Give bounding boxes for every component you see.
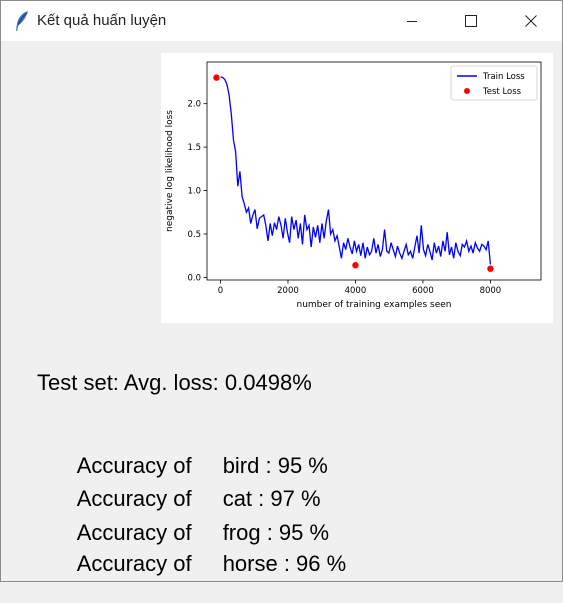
window-title: Kết quả huấn luyện xyxy=(37,12,167,29)
x-tick-label: 2000 xyxy=(277,286,299,296)
x-tick-label: 0 xyxy=(218,286,223,296)
test-loss-point xyxy=(352,262,359,269)
accuracy-row-frog: Accuracy of frog : 95 % xyxy=(40,494,329,572)
title-bar[interactable]: Kết quả huấn luyện xyxy=(1,1,562,41)
accuracy-label: Accuracy of xyxy=(76,520,192,545)
maximize-button[interactable] xyxy=(448,1,494,41)
feather-icon xyxy=(13,10,31,32)
accuracy-value: cat : 97 % xyxy=(222,486,321,511)
y-tick-label: 2.0 xyxy=(187,100,201,110)
loss-chart-svg: 0 2000 4000 6000 8000 0.0 0.5 1.0 1.5 2.0 number o… xyxy=(165,61,542,310)
x-tick-label: 6000 xyxy=(412,286,434,296)
loss-chart: 0 2000 4000 6000 8000 0.0 0.5 1.0 1.5 2.0 number o… xyxy=(161,53,553,323)
x-tick-label: 8000 xyxy=(480,286,502,296)
accuracy-row-horse: Accuracy of horse : 96 % xyxy=(40,525,347,603)
accuracy-label: Accuracy of xyxy=(76,551,192,576)
y-tick-label: 1.5 xyxy=(187,143,201,153)
test-loss-point xyxy=(213,74,220,81)
maximize-icon xyxy=(465,15,477,27)
y-tick-label: 0.5 xyxy=(187,230,201,240)
close-icon xyxy=(525,15,537,27)
train-loss-line xyxy=(220,76,492,265)
close-button[interactable] xyxy=(508,1,554,41)
accuracy-row-bird: Accuracy of bird : 95 % xyxy=(40,427,328,505)
accuracy-value: frog : 95 % xyxy=(222,520,330,545)
accuracy-row-cat: Accuracy of cat : 97 % xyxy=(40,460,321,538)
y-tick-label: 0.0 xyxy=(187,273,201,283)
accuracy-value: bird : 95 % xyxy=(222,453,328,478)
test-loss-text: Test set: Avg. loss: 0.0498% xyxy=(37,370,312,395)
accuracy-value: horse : 96 % xyxy=(222,551,347,576)
legend-point-swatch xyxy=(464,88,470,94)
x-tick-label: 4000 xyxy=(345,286,367,296)
legend-box xyxy=(450,65,538,101)
y-tick-label: 1.0 xyxy=(187,187,201,197)
test-loss-point xyxy=(487,265,494,272)
minimize-icon xyxy=(407,21,417,22)
x-axis-label: number of training examples seen xyxy=(296,300,451,310)
y-axis-label: negative log likelihood loss xyxy=(165,110,175,232)
minimize-button[interactable] xyxy=(389,1,435,41)
app-window: Kết quả huấn luyện 0 2000 4000 6000 8000 0.0 0… xyxy=(0,0,563,582)
legend-label: Test Loss xyxy=(482,87,522,97)
legend-label: Train Loss xyxy=(482,72,525,82)
accuracy-label: Accuracy of xyxy=(76,486,192,511)
accuracy-label: Accuracy of xyxy=(76,453,192,478)
